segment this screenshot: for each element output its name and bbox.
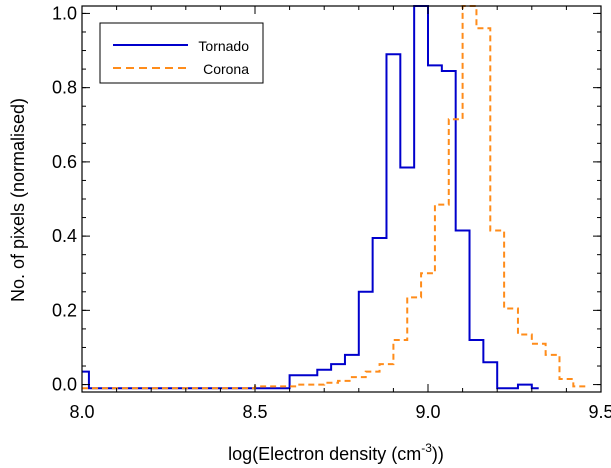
legend-box xyxy=(99,22,264,84)
x-axis-title: log(Electron density (cm-3)) xyxy=(228,441,444,464)
y-tick-label: 0.8 xyxy=(52,78,77,98)
ticks-layer: 8.0 8.5 9.0 9.5 0.0 0.2 0.4 0.6 0.8 1.0 xyxy=(52,3,611,422)
series-line-tornado xyxy=(82,5,539,390)
x-tick-label: 9.0 xyxy=(415,402,440,422)
series-line-corona xyxy=(82,5,588,390)
y-tick-label: 1.0 xyxy=(52,3,77,23)
legend-label-tornado: Tornado xyxy=(198,38,249,54)
x-axis-title-main: log(Electron density (cm xyxy=(228,444,421,464)
x-tick-label: 8.5 xyxy=(242,402,267,422)
x-tick-label: 8.0 xyxy=(69,402,94,422)
y-tick-label: 0.6 xyxy=(52,152,77,172)
x-tick-label: 9.5 xyxy=(588,402,611,422)
y-tick-label: 0.2 xyxy=(52,300,77,320)
y-tick-label: 0.0 xyxy=(52,375,77,395)
legend: Tornado Corona xyxy=(99,22,264,84)
x-axis-title-closing: )) xyxy=(432,444,444,464)
y-axis-title: No. of pixels (normalised) xyxy=(8,98,28,302)
series-layer xyxy=(82,5,588,390)
x-axis-title-superscript: -3 xyxy=(421,441,432,455)
legend-label-corona: Corona xyxy=(203,61,249,77)
y-tick-label: 0.4 xyxy=(52,226,77,246)
